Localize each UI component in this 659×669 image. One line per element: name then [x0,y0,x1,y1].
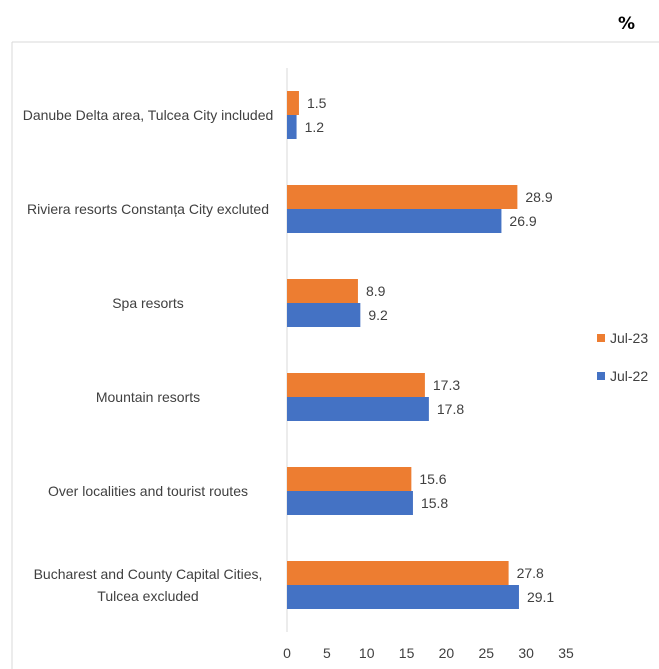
category-label-4: Mountain resorts [96,389,200,405]
data-label-jul-23-3: 8.9 [366,283,386,299]
data-label-jul-23-5: 15.6 [419,471,446,487]
legend-label-jul-22: Jul-22 [610,368,648,384]
legend-swatch-jul-23 [597,334,605,342]
data-label-jul-23-2: 28.9 [525,189,552,205]
category-label-6: Bucharest and County Capital Cities, Tulc… [34,566,263,604]
bar-jul-22-6 [287,585,519,609]
data-label-jul-22-5: 15.8 [421,495,448,511]
bar-jul-23-1 [287,91,299,115]
bar-jul-23-6 [287,561,509,585]
labels-layer: 1.5 1.2 Danube Delta area, Tulcea City inc… [23,95,555,605]
bar-jul-22-1 [287,115,297,139]
x-tick-label-10: 10 [359,645,375,661]
data-label-jul-22-2: 26.9 [509,213,536,229]
x-tick-label-35: 35 [558,645,574,661]
bar-jul-22-2 [287,209,502,233]
category-label-5: Over localities and tourist routes [48,483,248,499]
x-tick-label-20: 20 [439,645,455,661]
data-label-jul-22-6: 29.1 [527,589,554,605]
data-label-jul-22-3: 9.2 [368,307,388,323]
x-axis-ticks: 0 5 10 15 20 25 30 35 [283,645,574,661]
x-tick-label-0: 0 [283,645,291,661]
x-tick-label-5: 5 [323,645,331,661]
unit-label: % [617,14,635,34]
x-tick-label-25: 25 [478,645,494,661]
legend-swatch-jul-22 [597,372,605,380]
data-label-jul-22-1: 1.2 [305,119,325,135]
bar-jul-22-4 [287,397,429,421]
bar-jul-23-3 [287,279,358,303]
x-tick-label-15: 15 [399,645,415,661]
data-label-jul-23-1: 1.5 [307,95,327,111]
bar-jul-23-5 [287,467,412,491]
category-label-1: Danube Delta area, Tulcea City included [23,107,274,123]
x-tick-label-30: 30 [518,645,534,661]
category-label-2: Riviera resorts Constanța City excluted [27,201,269,217]
bar-jul-22-5 [287,491,413,515]
bar-jul-23-2 [287,185,518,209]
data-label-jul-23-6: 27.8 [517,565,544,581]
bars-layer [287,91,519,609]
bar-jul-22-3 [287,303,361,327]
category-label-3: Spa resorts [112,295,184,311]
bar-jul-23-4 [287,373,425,397]
data-label-jul-22-4: 17.8 [437,401,464,417]
data-label-jul-23-4: 17.3 [433,377,460,393]
legend: Jul-23 Jul-22 [597,330,648,384]
legend-label-jul-23: Jul-23 [610,330,648,346]
